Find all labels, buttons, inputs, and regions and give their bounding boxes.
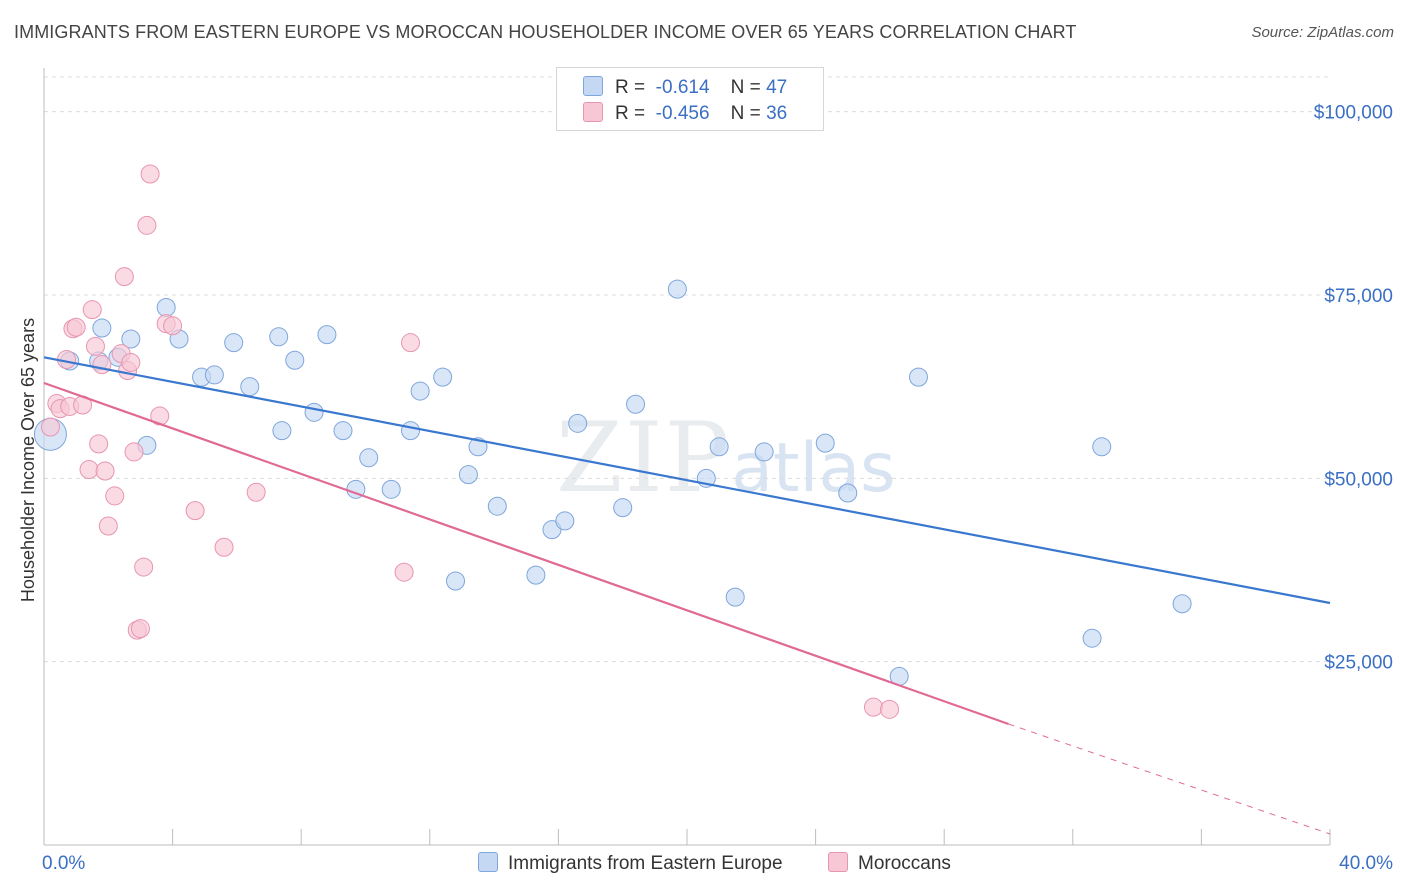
- bottom-legend-label-blue: Immigrants from Eastern Europe: [508, 853, 783, 874]
- trend-line-moroccans: [43, 381, 1009, 726]
- bottom-legend-swatch-pink: [828, 852, 848, 872]
- stats-legend: R = -0.614 N = 47 R = -0.456 N = 36: [556, 67, 824, 131]
- point-eastern-europe-28: [487, 496, 507, 516]
- bottom-legend-pink: Moroccans: [828, 852, 951, 875]
- legend-r-value-pink: -0.456: [655, 103, 710, 124]
- x-tick-label-1: 40.0%: [1339, 853, 1393, 874]
- point-moroccans-32: [394, 562, 414, 582]
- point-moroccans-11: [89, 434, 109, 454]
- point-moroccans-28: [163, 316, 183, 336]
- point-eastern-europe-3: [92, 318, 112, 338]
- point-eastern-europe-14: [272, 421, 292, 441]
- point-moroccans-10: [85, 336, 105, 356]
- legend-n-value-pink: 36: [766, 103, 788, 124]
- point-eastern-europe-20: [359, 448, 379, 468]
- point-moroccans-0: [40, 417, 60, 437]
- bottom-legend-blue: Immigrants from Eastern Europe: [478, 852, 783, 875]
- point-eastern-europe-13: [269, 327, 289, 347]
- legend-r-label-pink: R =: [615, 103, 646, 124]
- point-eastern-europe-18: [333, 421, 353, 441]
- legend-r-value-blue: -0.614: [655, 77, 710, 98]
- bottom-legend-label-pink: Moroccans: [858, 853, 951, 874]
- y-axis-label: Householder Income Over 65 years: [18, 318, 38, 602]
- legend-row-blue: R = -0.614 N = 47: [583, 76, 787, 99]
- point-eastern-europe-16: [304, 402, 324, 422]
- point-eastern-europe-37: [709, 437, 729, 457]
- point-eastern-europe-43: [908, 367, 928, 387]
- point-eastern-europe-41: [838, 483, 858, 503]
- point-eastern-europe-24: [433, 367, 453, 387]
- point-moroccans-25: [140, 164, 160, 184]
- point-eastern-europe-29: [526, 565, 546, 585]
- point-eastern-europe-11: [224, 333, 244, 353]
- point-eastern-europe-44: [1082, 628, 1102, 648]
- point-moroccans-19: [121, 352, 141, 372]
- point-eastern-europe-23: [410, 381, 430, 401]
- point-moroccans-12: [92, 355, 112, 375]
- legend-swatch-pink: [583, 102, 603, 122]
- point-moroccans-22: [130, 619, 150, 639]
- point-eastern-europe-7: [156, 297, 176, 317]
- watermark: ZIPatlas: [556, 402, 896, 514]
- point-moroccans-34: [863, 697, 883, 717]
- chart-title: IMMIGRANTS FROM EASTERN EUROPE VS MOROCC…: [14, 22, 1077, 42]
- point-eastern-europe-26: [458, 465, 478, 485]
- point-eastern-europe-40: [815, 433, 835, 453]
- point-eastern-europe-5: [121, 329, 141, 349]
- point-moroccans-35: [880, 699, 900, 719]
- legend-n-label-pink: N =: [730, 103, 761, 124]
- point-eastern-europe-38: [725, 587, 745, 607]
- point-moroccans-30: [214, 537, 234, 557]
- y-tick-label-3: $100,000: [1314, 103, 1393, 124]
- point-moroccans-31: [246, 482, 266, 502]
- point-eastern-europe-27: [468, 437, 488, 457]
- point-moroccans-24: [137, 215, 157, 235]
- point-eastern-europe-39: [754, 442, 774, 462]
- trend-line-extension-moroccans: [1008, 723, 1331, 835]
- point-moroccans-20: [124, 442, 144, 462]
- point-moroccans-15: [105, 486, 125, 506]
- point-eastern-europe-45: [1092, 437, 1112, 457]
- legend-row-pink: R = -0.456 N = 36: [583, 102, 787, 125]
- trend-line-eastern-europe: [43, 356, 1331, 605]
- point-eastern-europe-10: [204, 365, 224, 385]
- point-eastern-europe-31: [555, 511, 575, 531]
- point-eastern-europe-12: [240, 377, 260, 397]
- legend-r-label-blue: R =: [615, 77, 646, 98]
- point-eastern-europe-32: [568, 413, 588, 433]
- point-eastern-europe-35: [667, 279, 687, 299]
- point-moroccans-6: [66, 317, 86, 337]
- legend-n-label-blue: N =: [730, 77, 761, 98]
- bottom-legend-swatch-blue: [478, 852, 498, 872]
- point-eastern-europe-46: [1172, 594, 1192, 614]
- y-tick-label-0: $25,000: [1324, 653, 1393, 674]
- point-moroccans-14: [98, 516, 118, 536]
- point-eastern-europe-17: [317, 325, 337, 345]
- legend-swatch-blue: [583, 76, 603, 96]
- point-moroccans-13: [95, 461, 115, 481]
- y-tick-label-1: $50,000: [1324, 469, 1393, 490]
- point-eastern-europe-33: [613, 498, 633, 518]
- point-moroccans-33: [401, 333, 421, 353]
- x-tick-label-0: 0.0%: [42, 853, 85, 874]
- point-eastern-europe-25: [446, 571, 466, 591]
- point-moroccans-17: [114, 267, 134, 287]
- source-label: Source: ZipAtlas.com: [1251, 24, 1394, 41]
- point-moroccans-29: [185, 501, 205, 521]
- point-eastern-europe-21: [381, 479, 401, 499]
- legend-n-value-blue: 47: [766, 77, 788, 98]
- point-moroccans-9: [82, 300, 102, 320]
- point-eastern-europe-22: [401, 421, 421, 441]
- point-moroccans-23: [134, 557, 154, 577]
- y-tick-label-2: $75,000: [1324, 286, 1393, 307]
- point-moroccans-8: [79, 460, 99, 480]
- point-eastern-europe-34: [626, 394, 646, 414]
- point-eastern-europe-15: [285, 350, 305, 370]
